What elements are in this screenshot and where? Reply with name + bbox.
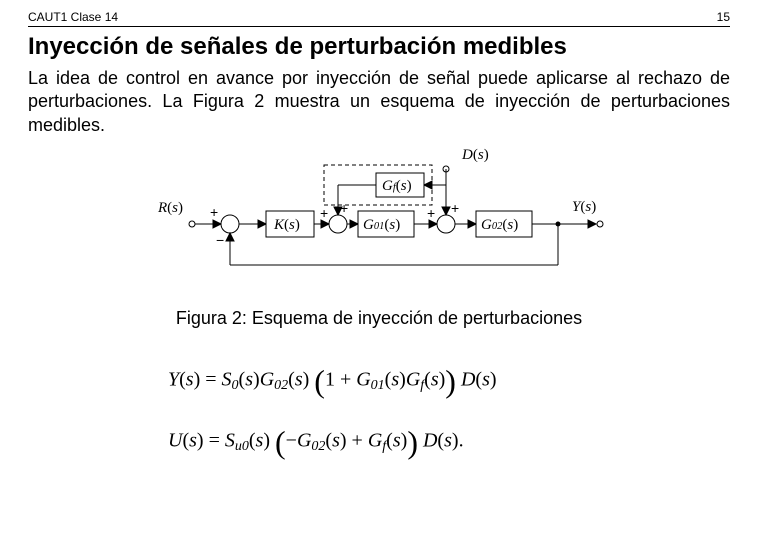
page-title: Inyección de señales de perturbación med… [28, 33, 730, 61]
equation-u: U(s) = Su0(s) (−G02(s) + Gf(s)) D(s). [168, 412, 730, 473]
signal-r-label: R(s) [157, 200, 183, 216]
intro-paragraph: La idea de control en avance por inyecci… [28, 67, 730, 137]
header-right: 15 [717, 10, 730, 24]
figure-caption: Figura 2: Esquema de inyección de pertur… [28, 308, 730, 329]
signal-d-label: D(s) [461, 147, 489, 163]
header-left: CAUT1 Clase 14 [28, 10, 118, 24]
svg-text:+: + [427, 205, 435, 221]
svg-text:+: + [210, 204, 218, 220]
signal-y-label: Y(s) [572, 199, 596, 215]
equations: Y(s) = S0(s)G02(s) (1 + G01(s)Gf(s)) D(s… [28, 351, 730, 473]
svg-text:−: − [216, 232, 224, 248]
svg-text:+: + [451, 200, 459, 216]
equation-y: Y(s) = S0(s)G02(s) (1 + G01(s)Gf(s)) D(s… [168, 351, 730, 412]
block-gf-label: Gf(s) [382, 178, 412, 194]
page-header: CAUT1 Clase 14 15 [28, 10, 730, 27]
svg-text:+: + [340, 200, 348, 216]
block-k-label: K(s) [273, 217, 300, 233]
diagram-svg: D(s) Gf(s) R(s) + − [144, 145, 614, 295]
block-diagram: D(s) Gf(s) R(s) + − [28, 145, 730, 300]
svg-text:+: + [320, 205, 328, 221]
